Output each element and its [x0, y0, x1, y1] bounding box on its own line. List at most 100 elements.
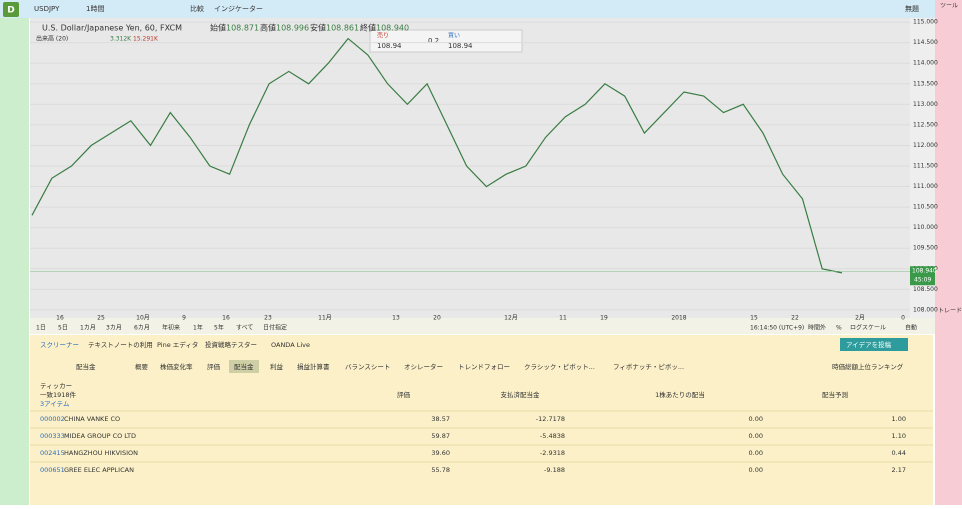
interval[interactable]: 1時間 — [86, 5, 104, 13]
buy-price[interactable]: 108.94 — [448, 42, 473, 50]
cell: 1.10 — [892, 432, 906, 440]
x-tick-label: 12月 — [504, 315, 518, 322]
preset[interactable]: 配当金 — [76, 362, 96, 371]
logo[interactable] — [3, 2, 19, 17]
ohlc-label: 終値 — [360, 23, 376, 33]
ticker[interactable]: 002415 — [40, 449, 65, 457]
y-tick-label: 110.000 — [913, 224, 938, 231]
range-option[interactable]: 自動 — [905, 324, 917, 332]
filter[interactable]: フィボナッチ・ピボッ... — [613, 363, 684, 371]
tab[interactable]: スクリーナー — [40, 341, 79, 349]
x-tick-label: 0 — [901, 315, 905, 322]
buy-label[interactable]: 買い — [448, 33, 460, 40]
tab[interactable]: テキストノートの利用 — [88, 340, 153, 349]
x-tick-label: 2018 — [671, 315, 686, 322]
cell: 55.78 — [431, 466, 450, 474]
cell: 1.00 — [892, 415, 906, 423]
y-tick-label: 114.000 — [913, 60, 938, 67]
filter[interactable]: 配当金 — [234, 362, 254, 371]
column-header: 配当予測 — [822, 390, 848, 399]
range-item[interactable]: 6カ月 — [134, 325, 150, 332]
x-tick-label: 20 — [433, 315, 441, 322]
range-item[interactable]: 1年 — [193, 324, 203, 332]
range-item[interactable]: 1カ月 — [80, 325, 96, 332]
ticker[interactable]: 000333 — [40, 432, 65, 440]
countdown: 45:09 — [914, 277, 931, 284]
y-tick-label: 110.500 — [913, 204, 938, 211]
compare[interactable]: 比較 — [190, 4, 204, 13]
ticker[interactable]: 000651 — [40, 466, 65, 474]
logo-text: D — [7, 6, 14, 16]
tab[interactable]: Pine エディタ — [157, 340, 198, 349]
post-button[interactable] — [840, 338, 908, 351]
ticker[interactable]: 000002 — [40, 415, 65, 423]
filter[interactable]: オシレーター — [404, 362, 443, 371]
range-item[interactable]: 年初来 — [162, 324, 180, 332]
filter[interactable]: クラシック・ピボット... — [524, 363, 595, 371]
x-tick-label: 15 — [750, 315, 758, 322]
range-option[interactable]: ログスケール — [850, 324, 886, 332]
layout[interactable]: 無題 — [905, 4, 919, 13]
x-tick-label: 11月 — [318, 315, 332, 322]
filter[interactable]: 利益 — [270, 362, 284, 371]
cell: 0.00 — [749, 449, 763, 457]
cell: 59.87 — [431, 432, 450, 440]
indicators[interactable]: インジケーター — [214, 4, 263, 13]
match-count: 一致1918件 — [40, 390, 77, 399]
range-item[interactable]: 5日 — [58, 325, 68, 332]
cell: 0.00 — [749, 466, 763, 474]
post[interactable]: アイデアを投稿 — [846, 340, 892, 349]
y-tick-label: 108.000 — [913, 306, 938, 313]
sell-price[interactable]: 108.94 — [377, 42, 402, 50]
company: HANGZHOU HIKVISION — [64, 449, 138, 457]
chart-title: U.S. Dollar/Japanese Yen, 60, FXCM — [42, 24, 182, 33]
tools[interactable]: ツール — [940, 3, 958, 10]
filter[interactable]: トレンドフォロー — [458, 363, 510, 371]
filter[interactable]: バランスシート — [345, 363, 390, 371]
range-option[interactable]: 時間外 — [808, 324, 826, 332]
range-item[interactable]: 5年 — [214, 324, 224, 332]
x-tick-label: 23 — [264, 315, 272, 322]
volume-label: 出来高 (20) — [36, 35, 68, 43]
cell: -2.9318 — [540, 449, 565, 457]
ohlc-value: 108.861 — [326, 24, 359, 33]
chart-area — [30, 18, 910, 318]
filter[interactable]: 概要 — [135, 362, 149, 371]
volume-value: 3.312K — [110, 36, 132, 43]
symbol[interactable]: USDJPY — [34, 5, 60, 13]
x-tick-label: 13 — [392, 315, 400, 322]
tab[interactable]: 投資戦略テスター — [205, 340, 257, 349]
filter[interactable]: 損益計算書 — [297, 362, 330, 371]
volume-value: 15.291K — [133, 36, 159, 43]
range-item[interactable]: 日付指定 — [263, 324, 287, 332]
y-tick-label: 112.000 — [913, 142, 938, 149]
cell: 0.00 — [749, 432, 763, 440]
right-toolbar — [935, 0, 962, 505]
y-tick-label: 108.500 — [913, 286, 938, 293]
x-tick-label: 16 — [56, 315, 64, 322]
sell-label[interactable]: 売り — [377, 32, 389, 40]
x-tick-label: 25 — [97, 315, 105, 322]
ranking[interactable]: 時価総額上位ランキング — [832, 362, 904, 371]
x-tick-label: 10月 — [136, 315, 150, 322]
filter[interactable]: 評価 — [207, 362, 221, 371]
range-item[interactable]: 1日 — [36, 325, 46, 332]
range-item[interactable]: すべて — [236, 325, 253, 332]
range-option[interactable]: % — [836, 325, 842, 332]
ohlc-label: 始値 — [210, 23, 226, 33]
y-tick-label: 112.500 — [913, 121, 938, 128]
cell: 39.60 — [431, 449, 450, 457]
ohlc-value: 108.871 — [226, 24, 259, 33]
trade[interactable]: トレード — [938, 308, 962, 315]
tab[interactable]: OANDA Live — [271, 341, 310, 349]
y-tick-label: 109.500 — [913, 245, 938, 252]
column-header: 評価 — [397, 390, 411, 399]
x-tick-label: 22 — [791, 315, 799, 322]
clock: 16:14:50 (UTC+9) — [750, 325, 804, 332]
x-tick-label: 2月 — [855, 315, 865, 322]
filter[interactable]: 株価変化率 — [160, 362, 193, 371]
range-item[interactable]: 3カ月 — [106, 325, 122, 332]
cell: 0.44 — [892, 449, 906, 457]
